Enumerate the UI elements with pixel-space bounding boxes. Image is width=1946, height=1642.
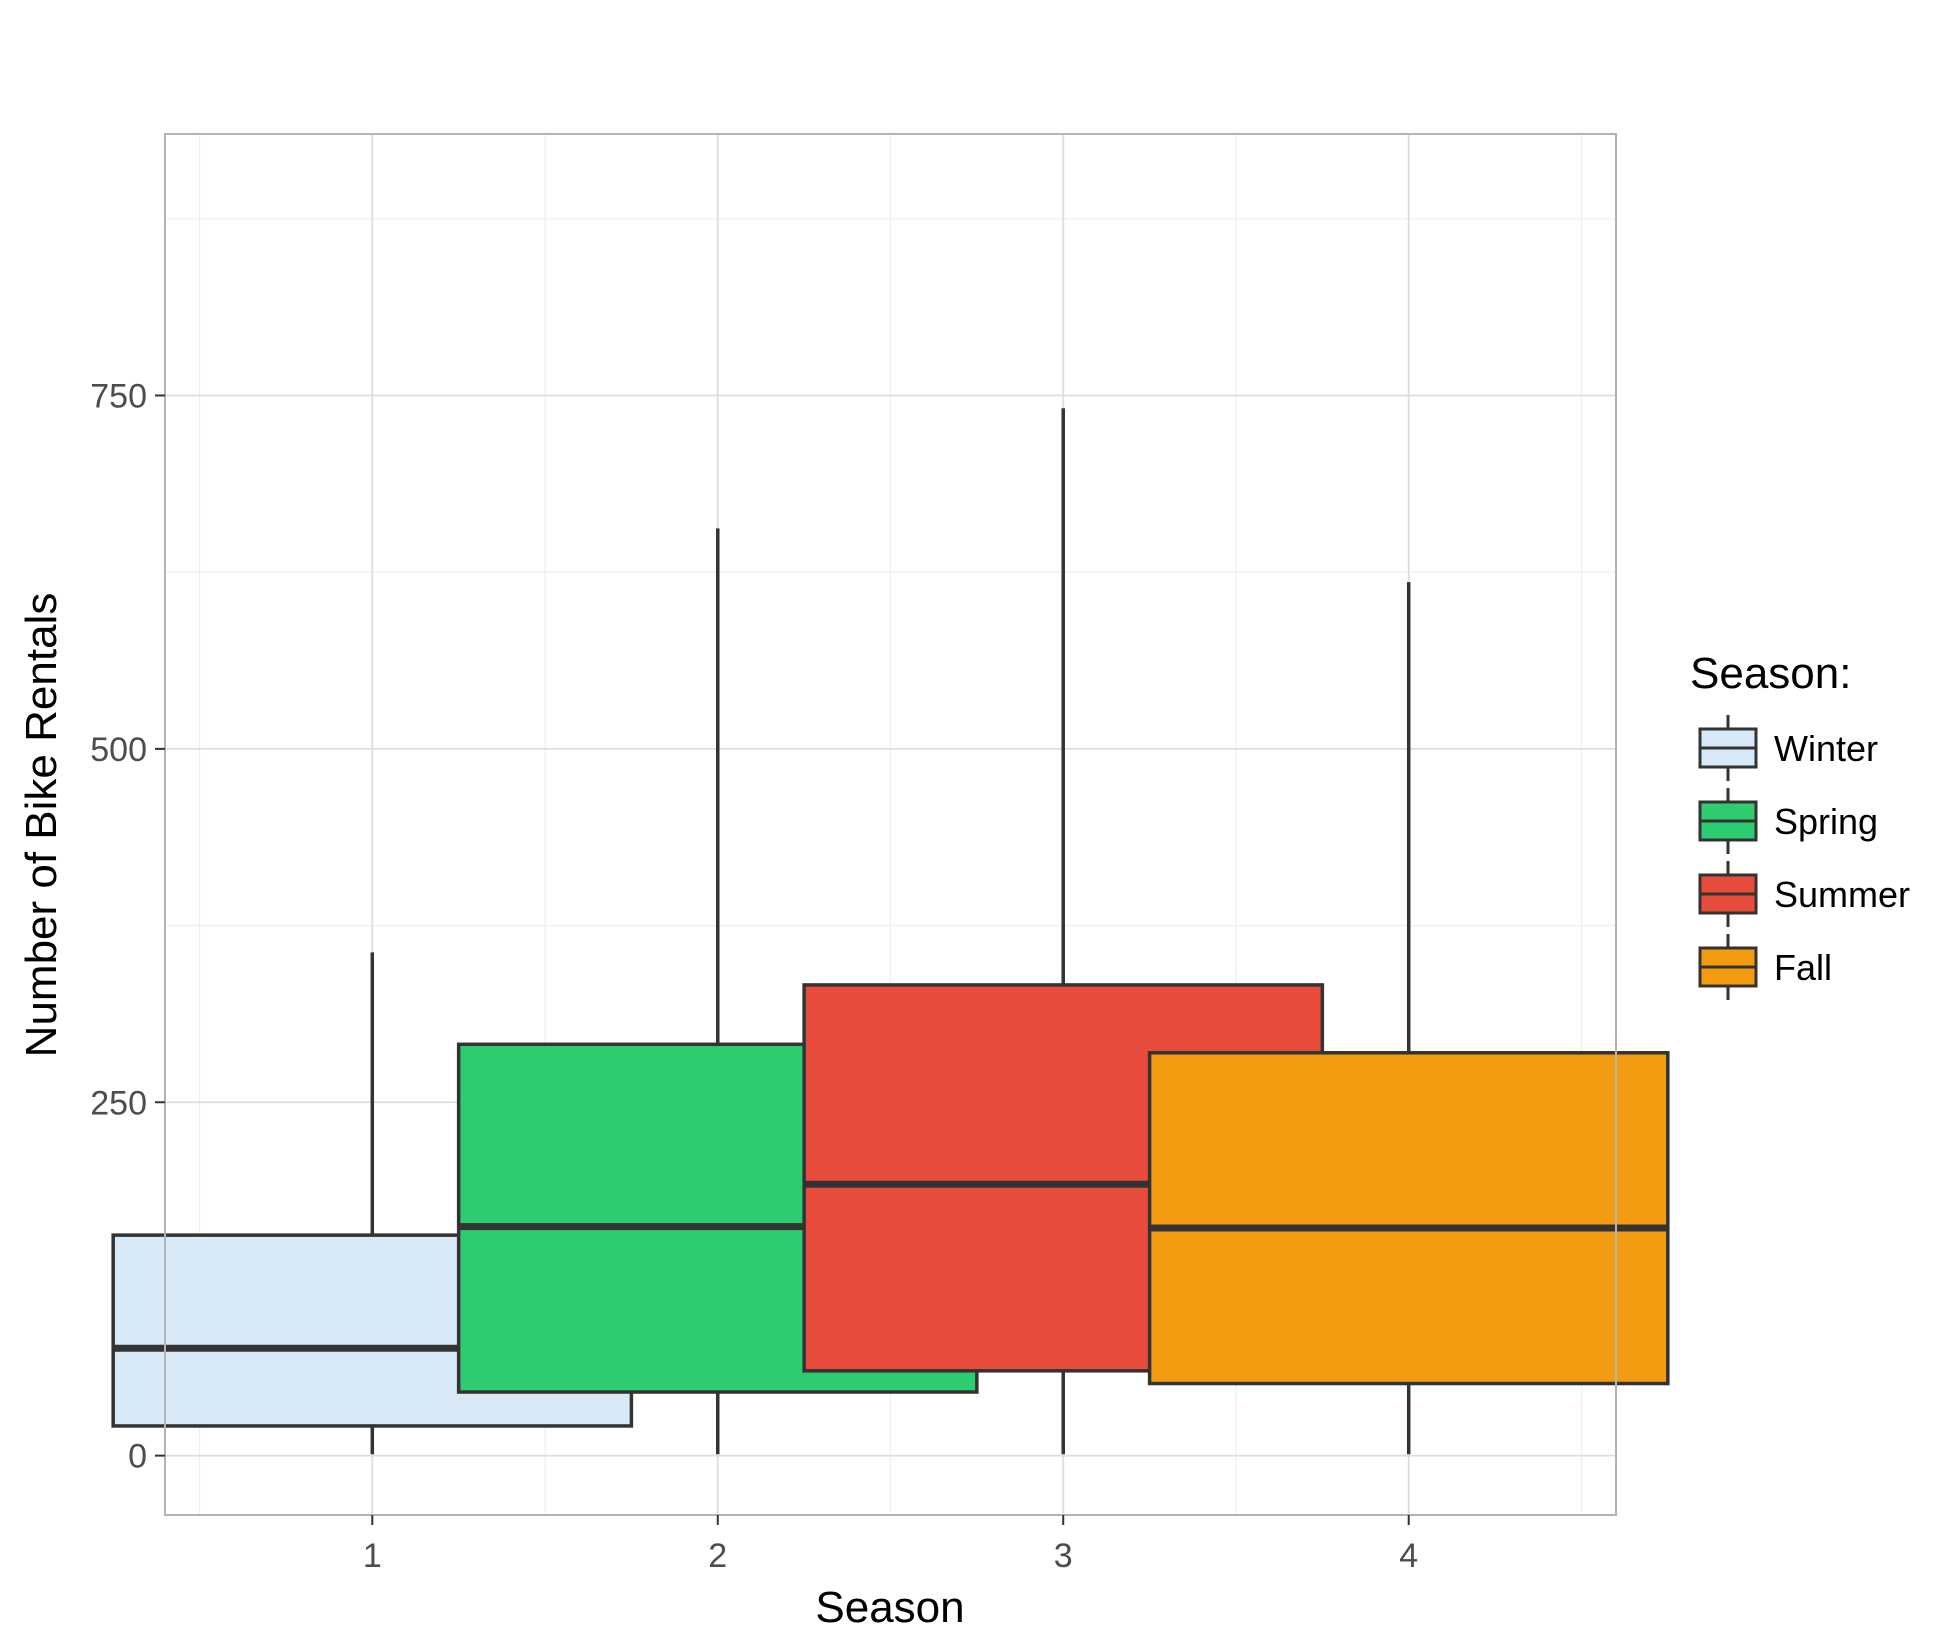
legend-item-label: Fall [1774, 947, 1832, 988]
legend-item-winter: Winter [1698, 715, 1878, 781]
legend-item-fall: Fall [1698, 934, 1832, 1000]
legend-items: Winter Spring Summer Fall [1698, 715, 1910, 1000]
box-body [1147, 1051, 1670, 1386]
legend-item-summer: Summer [1698, 861, 1910, 927]
panel-border [164, 133, 1617, 1516]
y-axis-title: Number of Bike Rentals [17, 593, 66, 1058]
x-axis-title: Season [815, 1583, 964, 1632]
y-tick-label: 250 [90, 1084, 147, 1122]
y-tick-label: 750 [90, 377, 147, 415]
legend-item-spring: Spring [1698, 788, 1878, 854]
legend-item-label: Spring [1774, 801, 1878, 842]
legend: Season: Winter Spring Summer Fall [1690, 649, 1910, 1000]
legend-item-label: Winter [1774, 728, 1878, 769]
x-tick-label: 1 [363, 1537, 382, 1575]
x-tick-label: 2 [708, 1537, 727, 1575]
axis-layer: 0 250 500 750 1 2 3 4 [90, 377, 1418, 1575]
legend-item-label: Summer [1774, 874, 1910, 915]
box-fall [1147, 582, 1670, 1455]
x-tick-label: 3 [1054, 1537, 1073, 1575]
legend-title: Season: [1690, 649, 1851, 698]
plot-layer [111, 408, 1670, 1455]
y-tick-label: 500 [90, 731, 147, 769]
y-tick-label: 0 [128, 1438, 147, 1476]
x-tick-label: 4 [1399, 1537, 1418, 1575]
